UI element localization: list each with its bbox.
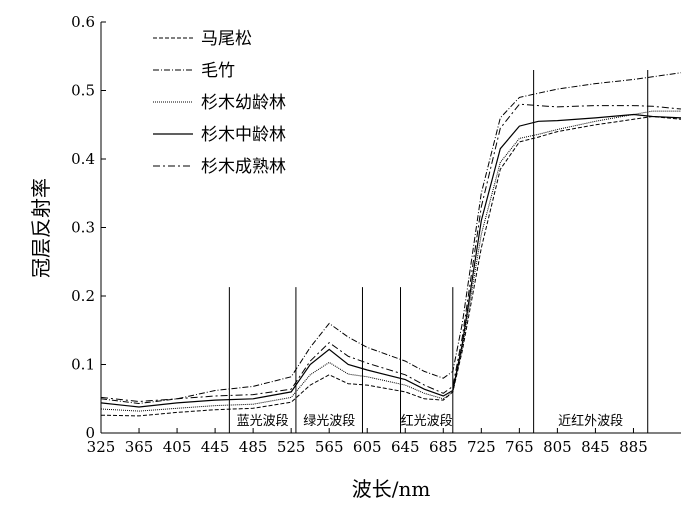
x-tick-label: 325: [87, 438, 116, 456]
series-line: [100, 110, 681, 412]
x-tick-label: 525: [277, 438, 306, 456]
y-tick-label: 0: [85, 424, 95, 442]
x-tick-label: 685: [429, 438, 458, 456]
legend-label: 杉木中龄林: [201, 125, 286, 145]
legend-label: 马尾松: [201, 29, 252, 49]
y-tick-label: 0.5: [71, 82, 95, 100]
x-tick-label: 365: [125, 438, 154, 456]
y-tick-label: 0.3: [71, 219, 95, 237]
legend-label: 杉木成熟林: [201, 156, 286, 177]
y-tick-label: 0.1: [71, 356, 95, 374]
series-line: [100, 115, 682, 417]
y-tick-label: 0.6: [71, 13, 95, 31]
x-tick-label: 725: [467, 438, 496, 456]
band-divider-layer: 蓝光波段 绿光波段 红光波段 近红外波段: [228, 69, 649, 433]
x-tick-label: 405: [163, 438, 192, 456]
band-label: 红光波段: [401, 413, 453, 429]
x-tick-label: 605: [353, 438, 382, 456]
x-tick-label: 445: [201, 438, 230, 456]
x-tick-label: 645: [391, 438, 420, 456]
x-tick-label: 485: [239, 438, 268, 456]
series-line: [100, 103, 682, 403]
ticks-layer: 325 365 405 445 485 525 565 605 645 685 725 765 805 8…: [71, 13, 648, 456]
x-axis-label: 波长/nm: [352, 477, 431, 501]
y-tick-label: 0.2: [71, 287, 95, 305]
legend-label: 毛竹: [201, 61, 235, 81]
x-tick-label: 565: [315, 438, 344, 456]
x-tick-label: 805: [543, 438, 572, 456]
band-label: 绿光波段: [303, 414, 355, 429]
y-axis-label: 冠层反射率: [29, 178, 53, 278]
y-tick-label: 0.4: [71, 150, 95, 168]
x-tick-label: 845: [581, 438, 610, 456]
x-tick-label: 885: [619, 438, 648, 456]
series-line: [100, 113, 682, 408]
series-line: [100, 72, 682, 405]
legend-label: 杉木幼龄林: [201, 93, 286, 113]
band-label: 蓝光波段: [237, 414, 289, 429]
series-layer: [100, 72, 682, 417]
band-label: 近红外波段: [558, 413, 623, 429]
x-tick-label: 765: [505, 438, 534, 456]
